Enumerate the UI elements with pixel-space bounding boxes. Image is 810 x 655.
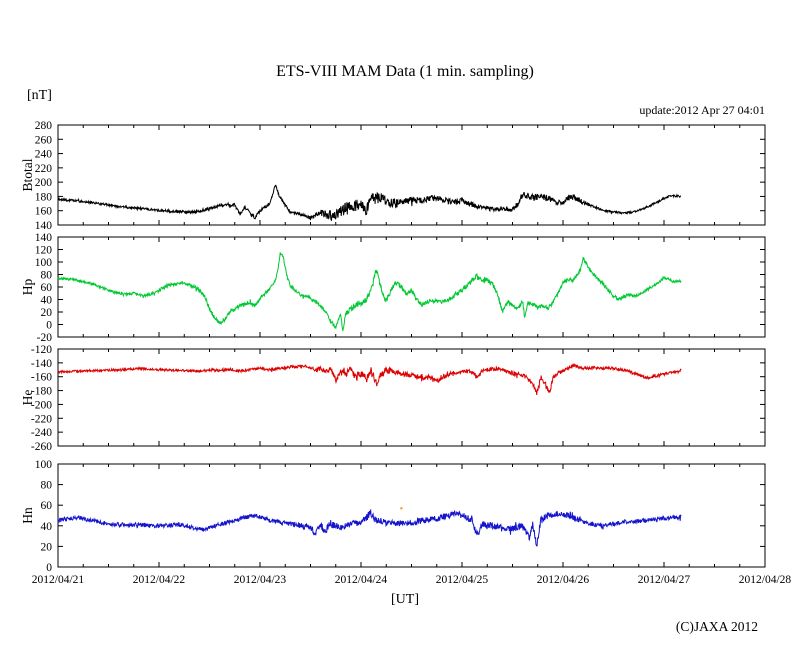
y-tick-label: 260 bbox=[35, 134, 53, 146]
panel-frame-Btotal bbox=[57, 124, 766, 226]
x-tick-label: 2012/04/21 bbox=[32, 574, 85, 586]
series-line-Hn bbox=[57, 508, 682, 547]
series-line-He bbox=[57, 363, 682, 395]
series-line-Btotal bbox=[57, 184, 681, 222]
y-tick-label: 60 bbox=[41, 500, 53, 512]
y-tick-label: -260 bbox=[31, 441, 52, 453]
y-tick-label: 0 bbox=[46, 320, 52, 332]
y-tick-label: -180 bbox=[31, 386, 52, 398]
y-tick-label: 140 bbox=[35, 220, 53, 232]
y-unit-label: [nT] bbox=[27, 88, 52, 103]
y-tick-label: -140 bbox=[31, 358, 52, 370]
x-tick-label: 2012/04/25 bbox=[436, 574, 489, 586]
x-tick-label: 2012/04/27 bbox=[638, 574, 691, 586]
x-tick-label: 2012/04/28 bbox=[739, 574, 792, 586]
copyright-text: (C)JAXA 2012 bbox=[675, 619, 758, 634]
y-tick-label: 140 bbox=[35, 232, 53, 244]
panel-ylabel-Hn: Hn bbox=[20, 507, 35, 524]
stray-data-point bbox=[400, 507, 403, 510]
panel-frame-Hn bbox=[57, 463, 766, 568]
series-line-Hp bbox=[57, 252, 682, 332]
y-tick-label: -120 bbox=[31, 344, 52, 356]
x-tick-label: 2012/04/23 bbox=[234, 574, 287, 586]
y-tick-label: 100 bbox=[35, 257, 53, 269]
y-tick-label: 100 bbox=[35, 459, 53, 471]
y-tick-label: 60 bbox=[41, 282, 53, 294]
x-tick-label: 2012/04/24 bbox=[335, 574, 388, 586]
panel-frame-Hp bbox=[57, 236, 766, 338]
y-tick-label: 80 bbox=[41, 270, 53, 282]
y-tick-label: 0 bbox=[46, 562, 52, 574]
chart-title: ETS-VIII MAM Data (1 min. sampling) bbox=[276, 63, 534, 80]
panel-frame-He bbox=[57, 348, 766, 447]
y-tick-label: 80 bbox=[41, 480, 53, 492]
y-tick-label: -200 bbox=[31, 399, 52, 411]
y-tick-label: 120 bbox=[35, 245, 53, 257]
y-tick-label: 200 bbox=[35, 177, 53, 189]
update-timestamp: update:2012 Apr 27 04:01 bbox=[639, 103, 765, 117]
panel-ylabel-Btotal: Btotal bbox=[20, 158, 35, 191]
x-tick-label: 2012/04/26 bbox=[537, 574, 590, 586]
panel-ylabel-He: He bbox=[20, 390, 35, 406]
y-tick-label: 160 bbox=[35, 206, 53, 218]
y-tick-label: 20 bbox=[41, 541, 53, 553]
y-tick-label: -220 bbox=[31, 413, 52, 425]
y-tick-label: 220 bbox=[35, 163, 53, 175]
y-tick-label: -240 bbox=[31, 427, 52, 439]
y-tick-label: -160 bbox=[31, 372, 52, 384]
y-tick-label: 180 bbox=[35, 191, 53, 203]
y-tick-label: 40 bbox=[41, 295, 53, 307]
y-tick-label: 20 bbox=[41, 307, 53, 319]
y-tick-label: 240 bbox=[35, 149, 53, 161]
x-axis-label: [UT] bbox=[391, 592, 419, 607]
x-tick-label: 2012/04/22 bbox=[133, 574, 186, 586]
panel-ylabel-Hp: Hp bbox=[20, 279, 35, 296]
y-tick-label: 280 bbox=[35, 120, 53, 132]
y-tick-label: 40 bbox=[41, 521, 53, 533]
y-tick-label: -20 bbox=[37, 332, 53, 344]
